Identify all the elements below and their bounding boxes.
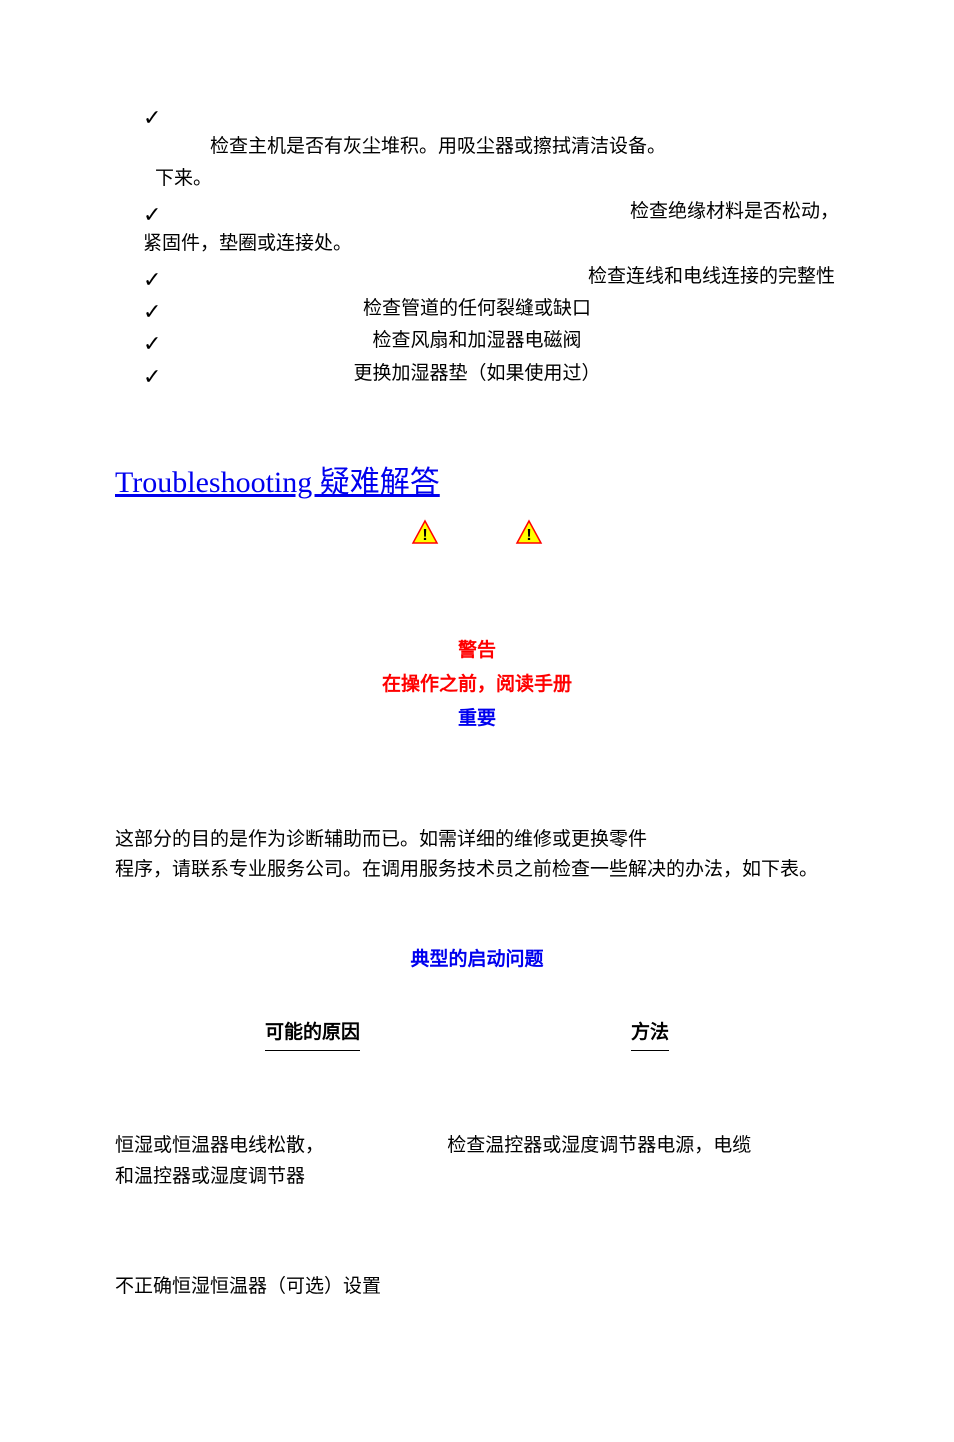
check-icon: ✓ (143, 262, 161, 297)
checklist-item: ✓ 检查风扇和加湿器电磁阀 (115, 326, 839, 356)
check-text: 紧固件，垫圈或连接处。 (143, 233, 352, 254)
table-row: 恒湿或恒温器电线松散， 和温控器或湿度调节器 检查温控器或湿度调节器电源，电缆 (115, 1131, 839, 1192)
column-header-wrap: 方法 (510, 1018, 790, 1051)
cause-text: 和温控器或湿度调节器 (115, 1162, 447, 1192)
svg-text:!: ! (527, 527, 532, 544)
check-icon: ✓ (143, 326, 161, 361)
warning-instruction: 在操作之前，阅读手册 (115, 670, 839, 700)
check-icon: ✓ (143, 359, 161, 394)
checklist-item: ✓ 更换加湿器垫（如果使用过） (115, 359, 839, 389)
warning-icons-row: ! ! (115, 519, 839, 555)
troubleshooting-heading: Troubleshooting 疑难解答 (115, 459, 440, 507)
warning-triangle-icon: ! (515, 519, 543, 555)
important-label: 重要 (115, 704, 839, 734)
check-text: 更换加湿器垫（如果使用过） (115, 359, 839, 389)
warning-label: 警告 (115, 636, 839, 666)
check-text: 下来。 (155, 168, 212, 189)
check-text: 检查管道的任何裂缝或缺口 (115, 294, 839, 324)
method-cell: 检查温控器或湿度调节器电源，电缆 (447, 1131, 839, 1192)
checklist-item: ✓ 检查管道的任何裂缝或缺口 (115, 294, 839, 324)
check-icon: ✓ (143, 197, 161, 232)
table-header-row: 可能的原因 方法 (115, 1018, 839, 1051)
cause-cell: 恒湿或恒温器电线松散， 和温控器或湿度调节器 (115, 1131, 447, 1192)
cause-cell: 不正确恒湿恒温器（可选）设置 (115, 1272, 515, 1302)
checklist-item-text: 检查主机是否有灰尘堆积。用吸尘器或擦拭清洁设备。 (115, 132, 839, 162)
warning-triangle-icon: ! (411, 519, 439, 555)
check-text: 检查绝缘材料是否松动， (115, 197, 839, 227)
checklist-item-continuation: 紧固件，垫圈或连接处。 (115, 229, 839, 259)
check-icon: ✓ (143, 294, 161, 329)
check-text: 检查连线和电线连接的完整性 (115, 262, 839, 292)
checklist: ✓ 检查主机是否有灰尘堆积。用吸尘器或擦拭清洁设备。 下来。 ✓ 检查绝缘材料是… (115, 100, 839, 389)
checklist-item-continuation: 下来。 (115, 164, 839, 194)
description-paragraph: 这部分的目的是作为诊断辅助而已。如需详细的维修或更换零件 程序，请联系专业服务公… (115, 825, 839, 886)
check-icon: ✓ (143, 100, 161, 135)
table-title: 典型的启动问题 (115, 945, 839, 975)
description-line: 程序，请联系专业服务公司。在调用服务技术员之前检查一些解决的办法，如下表。 (115, 855, 839, 885)
cause-text: 不正确恒湿恒温器（可选）设置 (115, 1272, 515, 1302)
svg-text:!: ! (422, 527, 427, 544)
column-header-method: 方法 (631, 1018, 669, 1051)
description-line: 这部分的目的是作为诊断辅助而已。如需详细的维修或更换零件 (115, 825, 839, 855)
section-heading: Troubleshooting 疑难解答 (115, 459, 839, 519)
cause-text: 恒湿或恒温器电线松散， (115, 1131, 447, 1161)
checklist-item: ✓ 检查绝缘材料是否松动， (115, 197, 839, 227)
check-text: 检查风扇和加湿器电磁阀 (115, 326, 839, 356)
column-header-cause: 可能的原因 (265, 1018, 360, 1051)
column-header-wrap: 可能的原因 (115, 1018, 510, 1051)
checklist-item: ✓ (115, 100, 839, 130)
method-text: 检查温控器或湿度调节器电源，电缆 (447, 1131, 839, 1161)
checklist-item: ✓ 检查连线和电线连接的完整性 (115, 262, 839, 292)
check-text: 检查主机是否有灰尘堆积。用吸尘器或擦拭清洁设备。 (115, 132, 839, 162)
table-row: 不正确恒湿恒温器（可选）设置 (115, 1272, 839, 1302)
